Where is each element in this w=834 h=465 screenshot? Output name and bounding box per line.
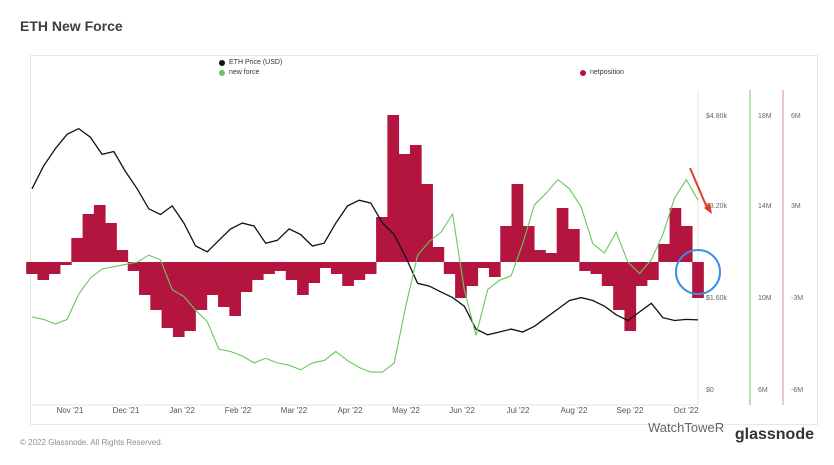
legend-label-newforce: new force [229,69,260,76]
legend-label-price: ETH Price (USD) [229,59,283,66]
copyright-footer: © 2022 Glassnode. All Rights Reserved. [20,438,163,447]
legend-item-netposition[interactable]: netposition [580,69,624,76]
legend-dot-netposition [580,69,586,76]
legend-item-price[interactable]: ETH Price (USD) [219,59,282,66]
legend-dot-price [219,59,225,66]
legend-dot-newforce [219,69,225,76]
legend-item-newforce[interactable]: new force [219,69,259,76]
chart-title: ETH New Force [20,18,123,34]
brand-logo: glassnode [734,426,814,443]
legend-label-netposition: netposition [590,69,624,76]
watermark-text: WatchToweR [648,420,725,435]
chart-panel [30,55,818,425]
chart-legend: ETH Price (USD) new force netposition [34,59,794,83]
